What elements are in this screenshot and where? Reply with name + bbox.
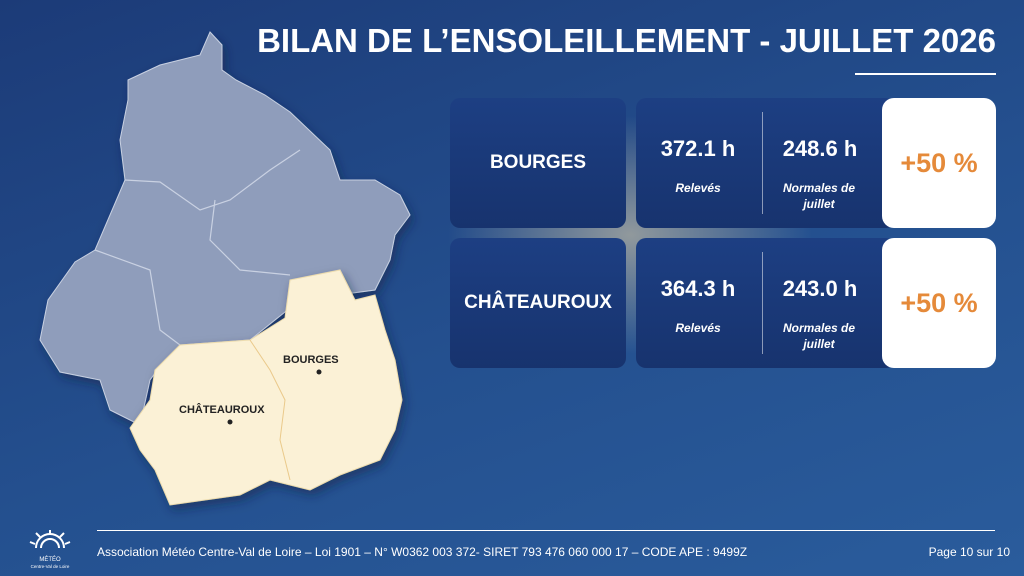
map-label: CHÂTEAUROUX bbox=[179, 403, 265, 416]
delta: +50 % bbox=[882, 238, 996, 368]
logo-region: Centre-Val de Loire bbox=[31, 564, 70, 569]
page-number: Page 10 sur 10 bbox=[928, 545, 1010, 559]
map-borders bbox=[94, 149, 301, 346]
footer-rule bbox=[97, 530, 995, 531]
measured-value: 372.1 h bbox=[660, 136, 736, 161]
city-dot bbox=[316, 369, 322, 375]
city-dot bbox=[227, 419, 233, 425]
normal-label: Normales de juillet bbox=[782, 321, 856, 351]
separator bbox=[762, 252, 763, 354]
city-name: BOURGES bbox=[450, 98, 626, 228]
measured-label: Relevés bbox=[675, 181, 721, 195]
city-name: CHÂTEAUROUX bbox=[450, 238, 626, 368]
title: BILAN DE L’ENSOLEILLEMENT - JUILLET 2026 bbox=[257, 22, 996, 59]
values-panel: 372.1 h Relevés 248.6 h Normales de juillet bbox=[636, 98, 896, 228]
logo bbox=[29, 530, 71, 549]
map-label: BOURGES bbox=[283, 354, 339, 366]
footer-text: Association Météo Centre-Val de Loire – … bbox=[97, 545, 748, 559]
logo-name: MÉTÉO bbox=[39, 556, 61, 563]
values-panel: 364.3 h Relevés 243.0 h Normales de juillet bbox=[636, 238, 896, 368]
measured-label: Relevés bbox=[675, 321, 721, 335]
title-rule bbox=[855, 73, 996, 75]
region-map: BOURGES CHÂTEAUROUX MÉTÉO Centre-Val de … bbox=[29, 31, 411, 569]
separator bbox=[762, 112, 763, 214]
measured-value: 364.3 h bbox=[660, 276, 736, 301]
map-cher-indre bbox=[129, 269, 403, 506]
normal-label: Normales de juillet bbox=[782, 181, 856, 211]
delta: +50 % bbox=[882, 98, 996, 228]
map-border-dept bbox=[249, 339, 291, 481]
normal-value: 243.0 h bbox=[782, 276, 858, 301]
normal-value: 248.6 h bbox=[782, 136, 858, 161]
